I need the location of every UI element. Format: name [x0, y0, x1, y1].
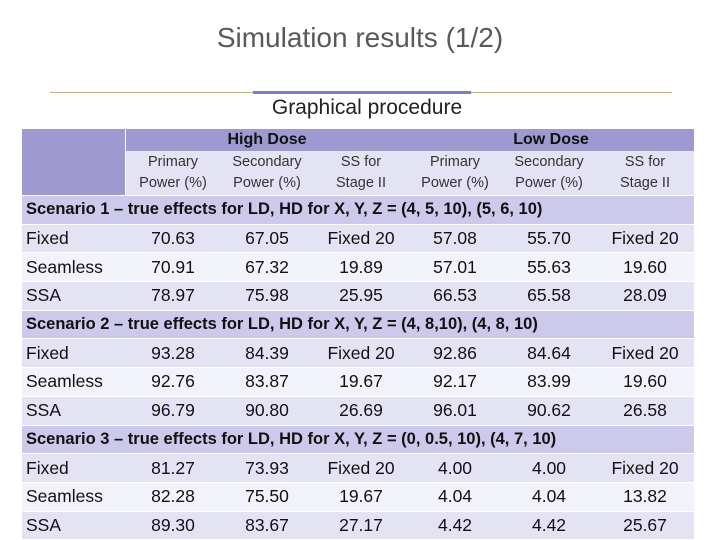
value-cell: 57.01 [408, 252, 502, 282]
value-cell: 19.67 [314, 367, 408, 396]
value-cell: 57.08 [408, 223, 502, 253]
value-cell: 83.99 [502, 367, 596, 396]
method-cell: Fixed [22, 338, 126, 368]
header-stub [22, 151, 126, 195]
value-cell: 27.17 [314, 510, 408, 540]
value-cell: 92.86 [408, 338, 502, 368]
value-cell: 89.30 [126, 510, 220, 540]
scenario-row: Scenario 1 – true effects for LD, HD for… [22, 195, 694, 224]
value-cell: 83.87 [220, 367, 314, 396]
value-cell: 26.58 [596, 395, 694, 425]
value-cell: 82.28 [126, 481, 220, 511]
scenario-row: Scenario 2 – true effects for LD, HD for… [22, 309, 694, 339]
table-row: Seamless 70.91 67.32 19.89 57.01 55.63 19.60 [22, 252, 694, 282]
value-cell: 78.97 [126, 281, 220, 310]
value-cell: 84.64 [502, 338, 596, 368]
scenario-label: Scenario 1 – true effects for LD, HD for… [22, 195, 694, 224]
value-cell: 70.63 [126, 223, 220, 253]
value-cell: 19.89 [314, 252, 408, 282]
scenario-row: Scenario 3 – true effects for LD, HD for… [22, 424, 694, 454]
value-cell: 25.67 [596, 510, 694, 540]
table-row: SSA 89.30 83.67 27.17 4.42 4.42 25.67 [22, 510, 694, 540]
table-row: SSA 78.97 75.98 25.95 66.53 65.58 28.09 [22, 281, 694, 310]
table-row: Fixed 81.27 73.93 Fixed 20 4.00 4.00 Fixed 20 [22, 453, 694, 482]
value-cell: Fixed 20 [596, 453, 694, 482]
column-header: SS for Stage II [596, 151, 694, 195]
value-cell: 96.79 [126, 395, 220, 425]
value-cell: 55.63 [502, 252, 596, 282]
scenario-label: Scenario 2 – true effects for LD, HD for… [22, 309, 694, 339]
table-row: SSA 96.79 90.80 26.69 96.01 90.62 26.58 [22, 395, 694, 425]
value-cell: 75.98 [220, 281, 314, 310]
value-cell: 67.05 [220, 223, 314, 253]
method-cell: Fixed [22, 453, 126, 482]
method-cell: SSA [22, 281, 126, 310]
value-cell: 4.04 [408, 481, 502, 511]
header-stub [22, 129, 126, 151]
value-cell: 73.93 [220, 453, 314, 482]
value-cell: 4.00 [408, 453, 502, 482]
value-cell: 84.39 [220, 338, 314, 368]
value-cell: Fixed 20 [314, 453, 408, 482]
value-cell: Fixed 20 [314, 338, 408, 368]
value-cell: 19.60 [596, 252, 694, 282]
method-cell: SSA [22, 395, 126, 425]
value-cell: 4.00 [502, 453, 596, 482]
value-cell: 25.95 [314, 281, 408, 310]
table-row: Fixed 70.63 67.05 Fixed 20 57.08 55.70 Fixed 2… [22, 223, 694, 253]
value-cell: 4.04 [502, 481, 596, 511]
value-cell: 66.53 [408, 281, 502, 310]
column-header-row: Primary Power (%) Secondary Power (%) SS f… [22, 151, 694, 195]
value-cell: 92.17 [408, 367, 502, 396]
group-header-low-dose: Low Dose [408, 129, 694, 151]
column-header: Secondary Power (%) [220, 151, 314, 195]
method-cell: Seamless [22, 481, 126, 511]
value-cell: Fixed 20 [596, 338, 694, 368]
value-cell: 65.58 [502, 281, 596, 310]
value-cell: 93.28 [126, 338, 220, 368]
value-cell: 67.32 [220, 252, 314, 282]
value-cell: 19.67 [314, 481, 408, 511]
value-cell: 26.69 [314, 395, 408, 425]
scenario-label: Scenario 3 – true effects for LD, HD for… [22, 424, 694, 454]
value-cell: 55.70 [502, 223, 596, 253]
value-cell: 28.09 [596, 281, 694, 310]
method-cell: SSA [22, 510, 126, 540]
value-cell: 92.76 [126, 367, 220, 396]
group-header-high-dose: High Dose [126, 129, 408, 151]
value-cell: Fixed 20 [314, 223, 408, 253]
value-cell: 70.91 [126, 252, 220, 282]
table-row: Fixed 93.28 84.39 Fixed 20 92.86 84.64 Fixed 2… [22, 338, 694, 368]
table-row: Seamless 82.28 75.50 19.67 4.04 4.04 13.82 [22, 481, 694, 511]
column-header: SS for Stage II [314, 151, 408, 195]
group-header-row: High Dose Low Dose [22, 129, 694, 151]
value-cell: 13.82 [596, 481, 694, 511]
column-header: Primary Power (%) [126, 151, 220, 195]
value-cell: 4.42 [408, 510, 502, 540]
table-row: Seamless 92.76 83.87 19.67 92.17 83.99 19.60 [22, 367, 694, 396]
method-cell: Fixed [22, 223, 126, 253]
slide-title: Simulation results (1/2) [216, 22, 504, 53]
value-cell: Fixed 20 [596, 223, 694, 253]
value-cell: 4.42 [502, 510, 596, 540]
method-cell: Seamless [22, 252, 126, 282]
slide-subtitle: Graphical procedure [271, 96, 463, 119]
value-cell: 90.80 [220, 395, 314, 425]
column-header: Secondary Power (%) [502, 151, 596, 195]
column-header: Primary Power (%) [408, 151, 502, 195]
value-cell: 75.50 [220, 481, 314, 511]
value-cell: 83.67 [220, 510, 314, 540]
value-cell: 96.01 [408, 395, 502, 425]
title-divider-accent [253, 91, 471, 94]
results-table: High Dose Low Dose Primary Power (%) Seco… [22, 129, 694, 540]
value-cell: 81.27 [126, 453, 220, 482]
value-cell: 19.60 [596, 367, 694, 396]
value-cell: 90.62 [502, 395, 596, 425]
method-cell: Seamless [22, 367, 126, 396]
